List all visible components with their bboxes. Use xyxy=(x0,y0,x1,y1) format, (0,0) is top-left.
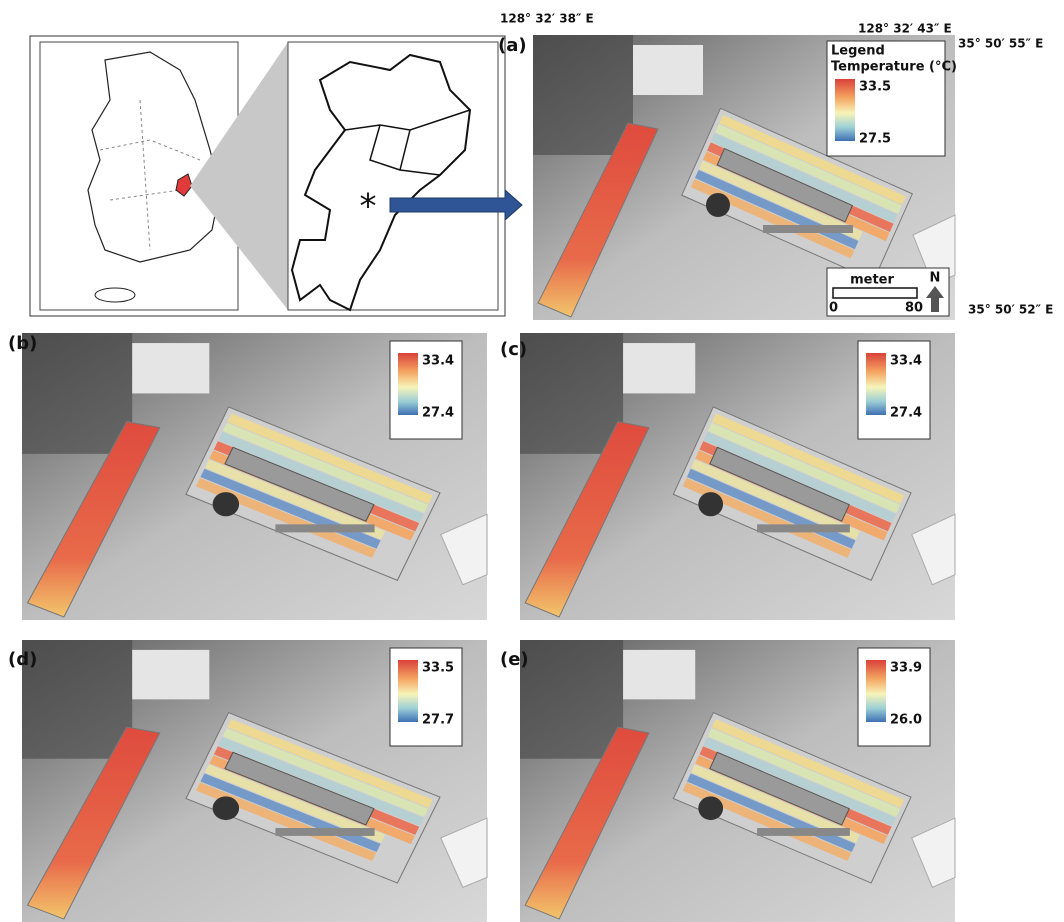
tree xyxy=(706,193,730,217)
legend-max: 33.9 xyxy=(890,661,922,676)
scale-bar xyxy=(833,288,917,298)
legend-min: 27.5 xyxy=(859,132,891,147)
tree xyxy=(698,492,723,516)
legend-max: 33.5 xyxy=(422,661,454,676)
panel-label: (c) xyxy=(500,339,527,360)
car-row xyxy=(757,828,850,836)
rooftop xyxy=(623,650,695,699)
legend-min: 27.4 xyxy=(890,406,922,421)
legend-max: 33.4 xyxy=(890,354,922,369)
legend-min: 27.4 xyxy=(422,406,454,421)
legend-max: 33.5 xyxy=(859,80,891,95)
scale-end: 80 xyxy=(905,301,923,316)
dark-area xyxy=(533,35,633,155)
legend-max: 33.4 xyxy=(422,354,454,369)
scale-start: 0 xyxy=(829,301,838,316)
rooftop xyxy=(132,650,209,699)
coordinate-label: 35° 50′ 55″ E xyxy=(958,37,1043,51)
color-bar xyxy=(835,79,855,141)
panel-label: (d) xyxy=(8,649,37,670)
scale-label: meter xyxy=(850,273,894,288)
dark-area xyxy=(22,640,132,759)
rooftop xyxy=(623,343,695,393)
location-inset: * xyxy=(30,36,522,316)
rooftop xyxy=(633,45,703,95)
tree xyxy=(698,796,723,820)
color-bar xyxy=(398,353,418,415)
car-row xyxy=(275,828,374,836)
panel-label: (e) xyxy=(500,649,529,670)
thermal-panel: 33.4 27.4 xyxy=(22,333,487,620)
dark-area xyxy=(22,333,132,454)
thermal-panel: 33.9 26.0 xyxy=(520,640,955,922)
tree xyxy=(213,492,239,516)
car-row xyxy=(763,225,853,233)
tree xyxy=(213,796,239,820)
coordinate-label: 128° 32′ 38″ E xyxy=(500,12,594,26)
car-row xyxy=(275,524,374,532)
legend-subtitle: Temperature (°C) xyxy=(831,60,957,75)
coordinate-label: 128° 32′ 43″ E xyxy=(858,22,952,36)
color-bar xyxy=(866,660,886,722)
coordinate-label: 35° 50′ 52″ E xyxy=(968,303,1053,317)
jeju-island xyxy=(95,288,135,302)
legend-min: 27.7 xyxy=(422,713,454,728)
figure: * 128° 32′ 38″ E 128° 32′ 43″ E 35° 50′ … xyxy=(0,0,1064,922)
panel-label: (b) xyxy=(8,333,37,354)
rooftop xyxy=(132,343,209,393)
dark-area xyxy=(520,333,623,454)
north-label: N xyxy=(930,271,941,286)
thermal-panel: 33.4 27.4 xyxy=(520,333,955,620)
legend-min: 26.0 xyxy=(890,713,922,728)
car-row xyxy=(757,524,850,532)
site-marker: * xyxy=(360,187,377,227)
panel-label: (a) xyxy=(498,35,527,56)
color-bar xyxy=(398,660,418,722)
color-bar xyxy=(866,353,886,415)
thermal-panel: 33.5 27.7 xyxy=(22,640,487,922)
legend-title: Legend xyxy=(831,44,885,59)
dark-area xyxy=(520,640,623,759)
